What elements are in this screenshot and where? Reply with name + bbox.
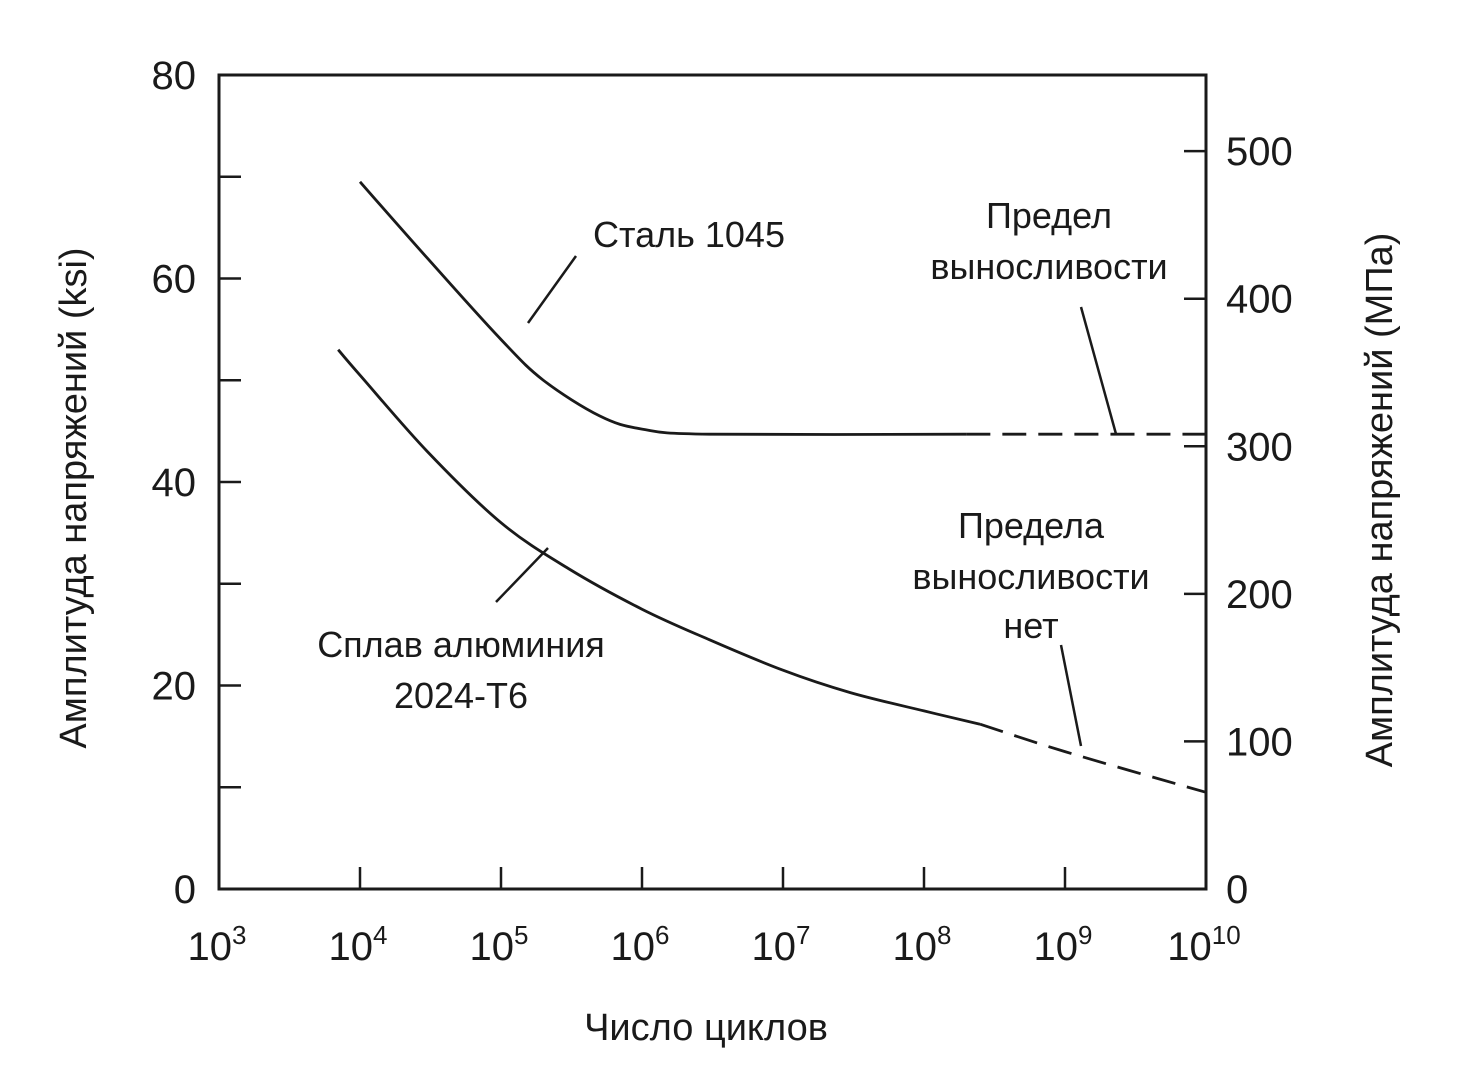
y-left-tick-label: 40 [152,461,197,505]
x-axis-title: Число циклов [584,1007,828,1049]
y-left-tick-label: 80 [152,54,197,98]
series-1-solid-line [337,348,981,726]
x-tick-label: 106 [611,920,670,969]
aluminum-label-line2: 2024-T6 [394,675,528,716]
steel-label: Сталь 1045 [593,214,785,255]
x-tick-label: 107 [752,920,811,969]
y-left-tick-label: 0 [174,868,196,912]
leader-lines [495,255,1118,747]
y-left-tick-label: 20 [152,665,197,709]
y-right-tick-label: 300 [1226,425,1293,469]
y-axis-left-title: Амплитуда напряжений (ksi) [53,247,95,748]
series-1-dashed-line [979,722,1207,794]
endurance-limit-label-line2: выносливости [930,246,1167,287]
x-tick-label: 109 [1034,920,1093,969]
endurance-limit-label-line1: Предел [986,195,1112,236]
y-left-tick-label: 60 [152,258,197,302]
aluminum-label-line1: Сплав алюминия [317,624,605,665]
y-right-tick-label: 0 [1226,868,1248,912]
no-limit-label-line3: нет [1003,605,1058,646]
x-tick-label: 104 [329,920,388,969]
y-right-tick-label: 100 [1226,720,1293,764]
x-tick-label: 103 [188,920,247,969]
x-tick-label: 1010 [1167,920,1240,969]
aluminum-leader-line [495,547,549,603]
axis-ticks: 103 104 105 106 107 108 109 1010 0 20 40 60 80 0 100 20… [152,54,1293,969]
no-limit-leader-line [1059,644,1083,747]
no-limit-label-line2: выносливости [912,556,1149,597]
y-right-tick-label: 500 [1226,130,1293,174]
no-limit-label-line1: Предела [958,505,1105,546]
steel-leader-line [526,255,578,324]
x-tick-label: 108 [893,920,952,969]
x-tick-label: 105 [470,920,529,969]
y-axis-right-title: Амплитуда напряжений (МПа) [1359,233,1401,768]
y-right-tick-label: 200 [1226,573,1293,617]
endurance-leader-line [1079,306,1118,435]
y-right-tick-label: 400 [1226,278,1293,322]
curves-layer [337,180,1207,794]
series-0-solid-line [358,180,967,436]
